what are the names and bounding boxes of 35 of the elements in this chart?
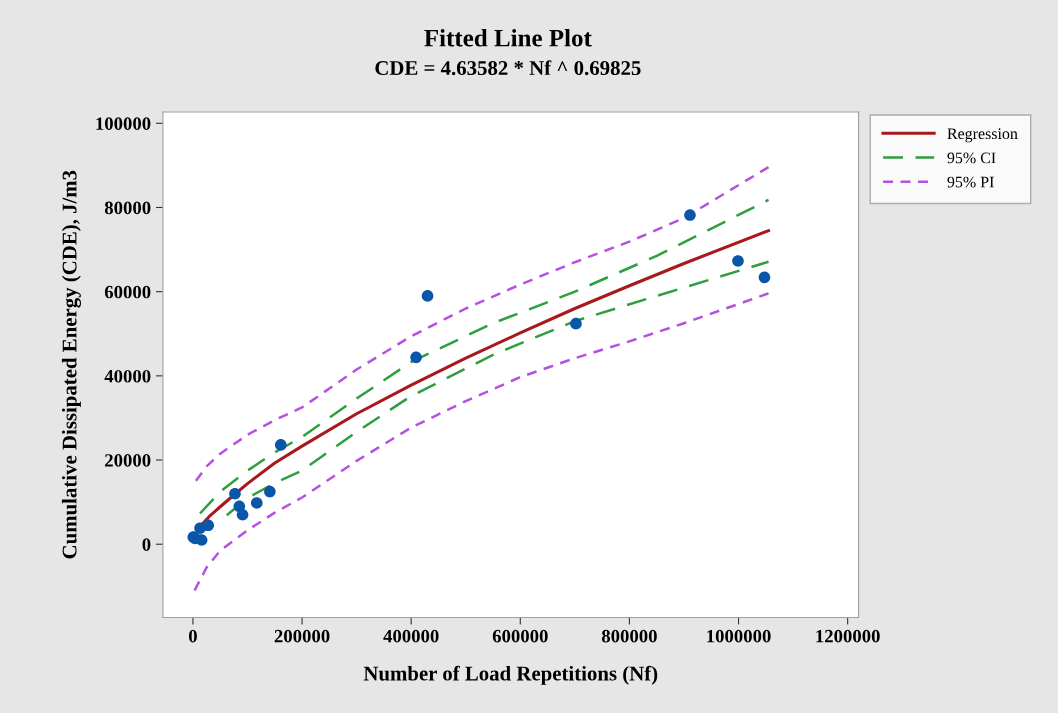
point xyxy=(684,209,696,221)
y-tick-label: 20000 xyxy=(105,454,151,467)
y-axis-title: Cumulative Dissipated Energy (CDE), J/m3 xyxy=(61,170,81,559)
line-series xyxy=(194,165,770,482)
line-series xyxy=(225,260,770,517)
point xyxy=(421,290,434,302)
x-tick-label: 1000000 xyxy=(707,629,771,643)
point xyxy=(229,487,241,500)
point xyxy=(410,351,422,364)
point xyxy=(264,485,276,498)
legend-label: 95% CI xyxy=(947,152,996,164)
line-series xyxy=(193,292,770,592)
y-tick-label: 80000 xyxy=(104,201,151,215)
x-tick-label: 0 xyxy=(188,629,197,643)
x-tick-label: 600000 xyxy=(492,629,548,643)
point xyxy=(250,497,263,509)
y-tick-label: 100000 xyxy=(96,117,151,130)
y-tick-label: 60000 xyxy=(104,285,151,299)
x-tick-label: 400000 xyxy=(383,629,439,643)
x-tick-label: 200000 xyxy=(274,629,330,643)
legend-label: 95% PI xyxy=(947,176,994,188)
chart-subtitle: CDE = 4.63582 * Nf ^ 0.69825 xyxy=(375,60,641,76)
point xyxy=(732,255,744,267)
x-tick-label: 1200000 xyxy=(816,629,880,643)
y-tick-label: 40000 xyxy=(104,369,151,383)
point xyxy=(570,317,582,330)
y-tick-label: 0 xyxy=(142,538,151,551)
point xyxy=(274,439,287,451)
legend-label: Regression xyxy=(947,128,1018,143)
point xyxy=(236,508,249,521)
point xyxy=(202,519,215,532)
point xyxy=(758,271,771,284)
x-tick-label: 800000 xyxy=(601,629,657,643)
x-axis-title: Number of Load Repetitions (Nf) xyxy=(363,665,658,685)
chart-title: Fitted Line Plot xyxy=(424,29,592,47)
